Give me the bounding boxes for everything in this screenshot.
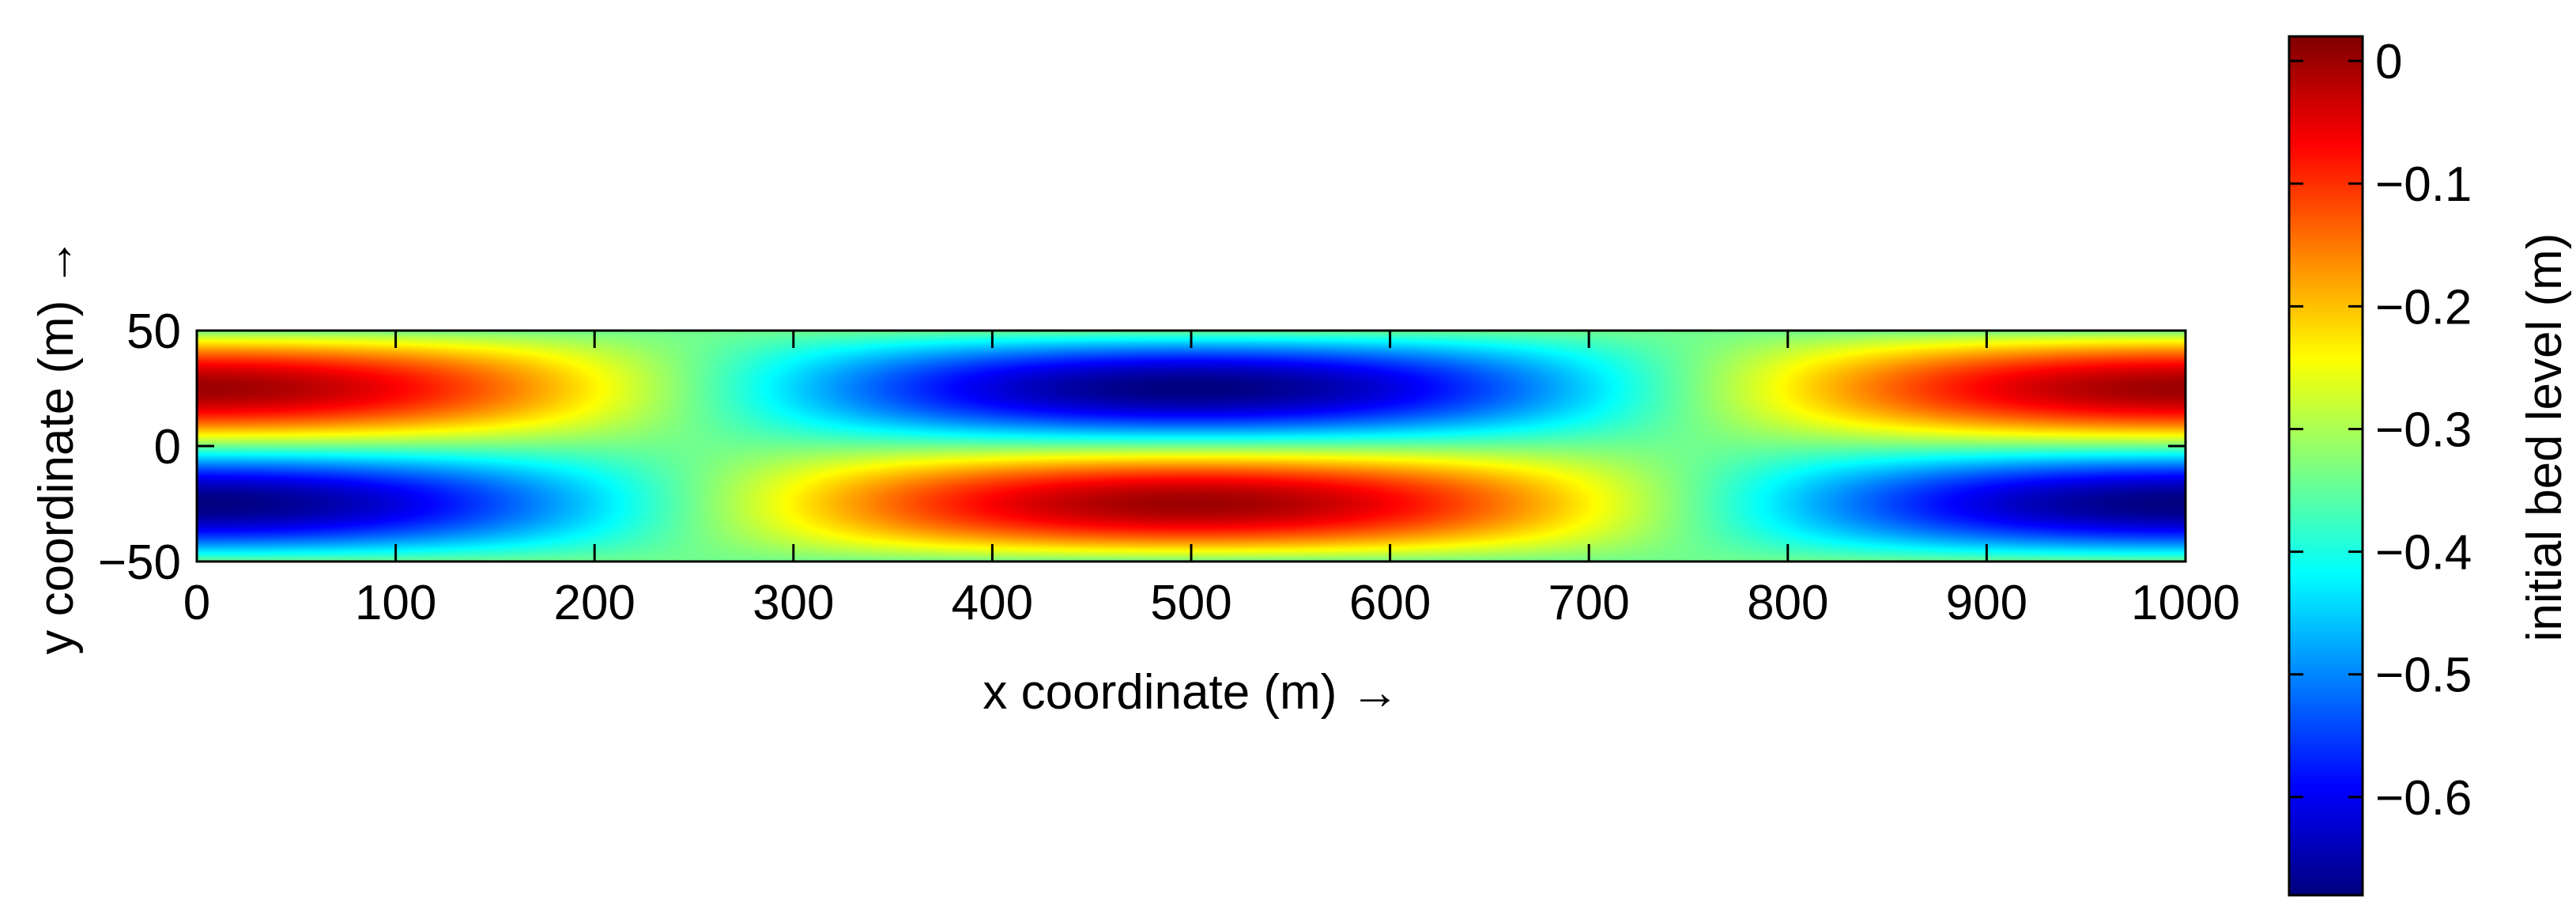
heatmap-plot-area bbox=[197, 331, 2186, 561]
x-tick-label: 0 bbox=[183, 576, 210, 630]
colorbar-tick-label: −0.1 bbox=[2375, 157, 2472, 212]
y-axis-ticks: −50 0 50 bbox=[98, 304, 2186, 590]
colorbar-tick-label: −0.5 bbox=[2375, 648, 2472, 703]
plot-frame bbox=[195, 329, 2187, 563]
x-tick-label: 700 bbox=[1548, 576, 1629, 630]
colorbar-gradient bbox=[2289, 36, 2363, 895]
x-tick-label: 300 bbox=[752, 576, 834, 630]
colorbar-tick-label: −0.3 bbox=[2375, 403, 2472, 457]
x-tick-label: 100 bbox=[355, 576, 436, 630]
x-tick-label: 200 bbox=[553, 576, 635, 630]
y-tick-label: 0 bbox=[154, 420, 181, 475]
colorbar-tick-label: −0.4 bbox=[2375, 526, 2472, 580]
y-axis-label: y coordinate (m) → bbox=[29, 237, 84, 654]
x-tick-label: 1000 bbox=[2131, 576, 2240, 630]
y-tick-label: 50 bbox=[126, 304, 181, 359]
x-tick-label: 500 bbox=[1150, 576, 1231, 630]
colorbar-ticks: 0 −0.1 −0.2 −0.3 −0.4 −0.5 −0.6 bbox=[2289, 35, 2472, 826]
x-tick-label: 400 bbox=[952, 576, 1033, 630]
x-axis-label: x coordinate (m) → bbox=[983, 665, 1399, 720]
colorbar-tick-label: 0 bbox=[2375, 35, 2402, 89]
x-tick-label: 800 bbox=[1747, 576, 1828, 630]
colorbar-tick-label: −0.2 bbox=[2375, 280, 2472, 335]
x-axis-ticks: 0 100 200 300 400 500 600 700 800 900 1000 bbox=[183, 331, 2240, 630]
colorbar-label: initial bed level (m) bbox=[2518, 233, 2572, 642]
colorbar-tick-label: −0.6 bbox=[2375, 771, 2472, 826]
colorbar-frame bbox=[2287, 35, 2364, 897]
x-tick-label: 900 bbox=[1946, 576, 2027, 630]
y-tick-label: −50 bbox=[98, 535, 181, 590]
x-tick-label: 600 bbox=[1349, 576, 1431, 630]
